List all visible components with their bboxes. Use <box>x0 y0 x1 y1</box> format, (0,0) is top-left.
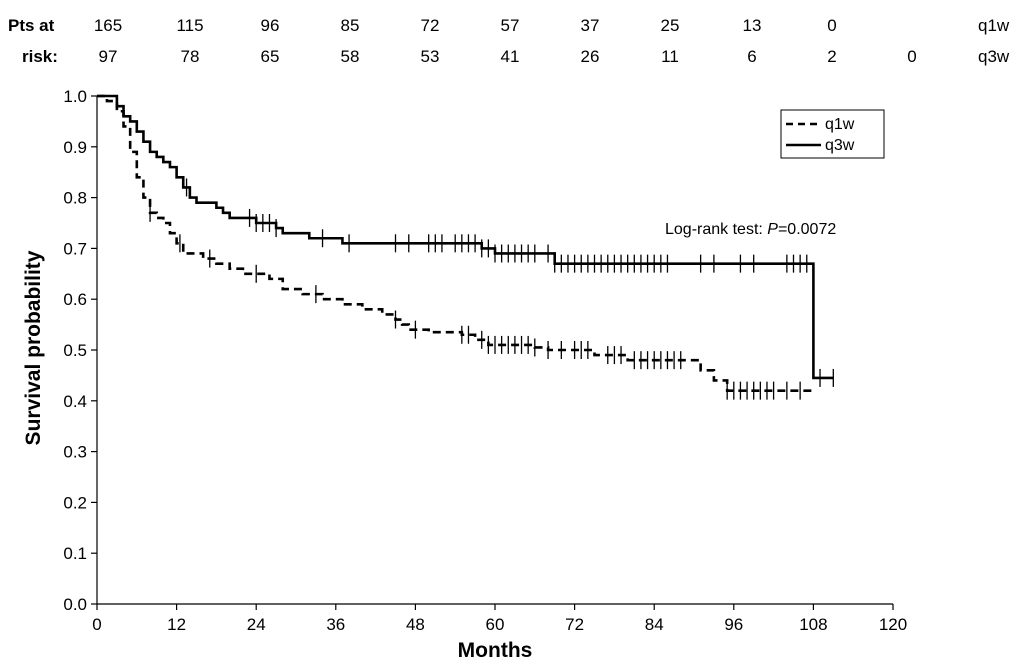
legend-label-q1w: q1w <box>825 116 855 133</box>
x-tick-label: 36 <box>326 615 345 634</box>
risk-q3w-count: 41 <box>501 47 520 66</box>
risk-q1w-count: 25 <box>661 16 680 35</box>
risk-q3w-count: 11 <box>661 47 679 66</box>
x-tick-label: 96 <box>724 615 743 634</box>
x-axis-title: Months <box>458 639 533 662</box>
risk-q1w-count: 0 <box>827 16 836 35</box>
risk-q3w-count: 65 <box>261 47 280 66</box>
risk-q3w-count: 58 <box>341 47 360 66</box>
series-q3w-line <box>97 94 834 380</box>
x-tick-label: 48 <box>406 615 425 634</box>
risk-q1w-label: q1w <box>978 16 1010 35</box>
x-tick-label: 108 <box>799 615 827 634</box>
y-tick-label: 0.0 <box>63 595 87 614</box>
y-tick-label: 0.9 <box>63 138 87 157</box>
legend: q1w q3w <box>780 109 885 159</box>
y-tick-label: 0.6 <box>63 290 87 309</box>
annotation-value: =0.0072 <box>778 221 836 238</box>
y-tick-label: 0.8 <box>63 189 87 208</box>
risk-q3w-count: 26 <box>581 47 600 66</box>
y-tick-label: 0.2 <box>63 493 87 512</box>
risk-table-header-line1: Pts at <box>8 16 55 35</box>
y-tick-label: 0.5 <box>63 341 87 360</box>
x-tick-label: 0 <box>92 615 101 634</box>
risk-q3w-label: q3w <box>978 47 1010 66</box>
legend-box <box>780 109 885 159</box>
y-tick-label: 0.7 <box>63 239 87 258</box>
series-q1w-line <box>97 94 814 392</box>
risk-q1w-count: 115 <box>176 16 203 35</box>
risk-q1w-count: 37 <box>581 16 600 35</box>
legend-label-q3w: q3w <box>825 137 855 154</box>
risk-q3w-count: 6 <box>747 47 756 66</box>
risk-q3w-count: 2 <box>827 47 836 66</box>
risk-q1w-count: 165 <box>94 16 122 35</box>
risk-q1w-count: 57 <box>501 16 520 35</box>
y-tick-label: 0.4 <box>63 392 87 411</box>
log-rank-annotation: Log-rank test: P=0.0072 <box>665 221 836 238</box>
x-tick-label: 84 <box>645 615 664 634</box>
x-tick-label: 120 <box>879 615 907 634</box>
y-axis-title: Survival probability <box>22 250 45 445</box>
risk-q1w-count: 72 <box>421 16 440 35</box>
risk-q1w-count: 13 <box>743 16 762 35</box>
risk-table-header-line2: risk: <box>22 47 58 66</box>
x-tick-label: 24 <box>247 615 266 634</box>
risk-q3w-count: 97 <box>99 47 118 66</box>
y-tick-label: 0.3 <box>63 443 87 462</box>
risk-q1w-count: 85 <box>341 16 360 35</box>
survival-curves <box>97 94 834 400</box>
x-ticks: 0 12 24 36 48 60 72 84 96 108 120 <box>92 604 907 634</box>
annotation-p: P <box>767 221 778 238</box>
y-tick-label: 0.1 <box>63 544 87 563</box>
risk-table: Pts at risk: 165 115 96 85 72 57 37 25 13 0 q1w 97 7… <box>8 16 1010 66</box>
annotation-prefix: Log-rank test: <box>665 221 767 238</box>
risk-q3w-count: 78 <box>181 47 200 66</box>
risk-q3w-count: 0 <box>907 47 916 66</box>
axes: 0 12 24 36 48 60 72 84 96 108 120 0.00.10.20.30.40… <box>63 87 907 634</box>
x-tick-label: 72 <box>565 615 584 634</box>
risk-q3w-count: 53 <box>421 47 440 66</box>
y-tick-label: 1.0 <box>63 87 87 106</box>
x-tick-label: 60 <box>486 615 505 634</box>
risk-q1w-count: 96 <box>261 16 280 35</box>
y-ticks: 0.0 0.1 0.2 0.3 0.4 0.5 0.6 0.7 0.8 0.9 1.0 <box>63 87 97 614</box>
x-tick-label: 12 <box>167 615 186 634</box>
